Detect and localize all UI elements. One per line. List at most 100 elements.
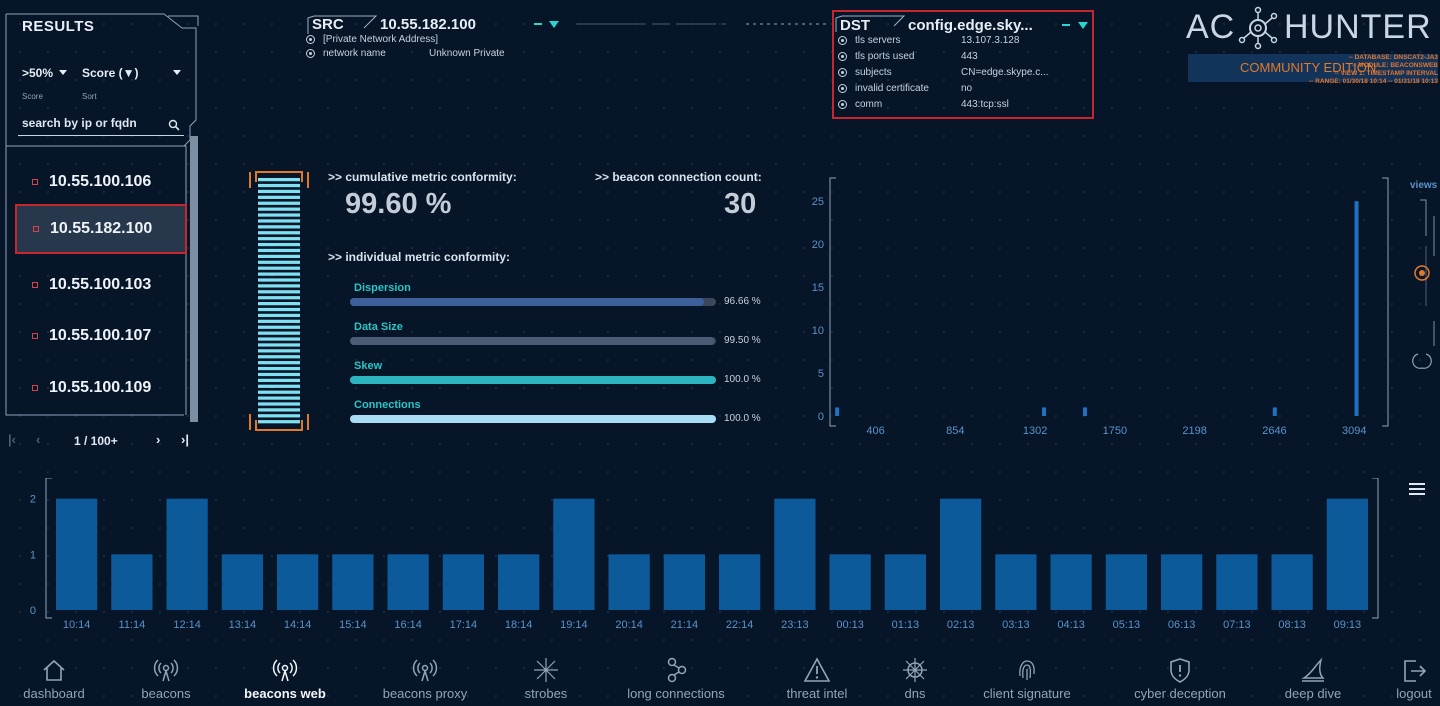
timeline-bar[interactable] — [56, 498, 98, 610]
prev-page-button[interactable]: ‹ — [36, 432, 41, 447]
result-item[interactable]: 10.55.100.106 — [16, 160, 184, 204]
metric-bar-track — [350, 298, 716, 306]
menu-icon[interactable] — [1408, 482, 1426, 496]
gauge-stripe — [258, 331, 300, 335]
timeline-bar[interactable] — [719, 554, 761, 610]
timeline-bar[interactable] — [829, 554, 871, 610]
x-tick-label: 13:14 — [229, 619, 257, 631]
gauge-stripe — [258, 378, 300, 383]
timeline-bar[interactable] — [553, 498, 595, 610]
gauge-stripe — [258, 384, 300, 388]
gauge-stripe — [258, 248, 300, 253]
nav-beacons-web[interactable]: beacons web — [215, 656, 355, 701]
result-item-selected[interactable]: 10.55.182.100 — [15, 204, 187, 254]
sort-label: Sort — [82, 92, 97, 101]
result-item[interactable]: 10.55.100.109 — [16, 366, 184, 410]
score-marker-icon — [32, 179, 38, 185]
gauge-stripe — [258, 260, 300, 264]
views-slider[interactable] — [1406, 196, 1440, 376]
info-icon — [306, 35, 315, 44]
hunter-molecule-icon — [1238, 6, 1278, 50]
timeline-bar[interactable] — [884, 554, 926, 610]
filter-icon[interactable] — [549, 21, 559, 28]
nav-threat-intel[interactable]: threat intel — [747, 656, 887, 701]
count-label: >> beacon connection count: — [595, 170, 762, 184]
timeline-bar[interactable] — [1326, 498, 1368, 610]
gauge-stripe — [258, 396, 300, 400]
timeline-bar[interactable] — [442, 554, 484, 610]
search-input[interactable] — [18, 116, 158, 130]
burst-icon — [534, 658, 558, 682]
x-tick-label: 04:13 — [1057, 619, 1085, 631]
logo-text-left: AC — [1186, 8, 1236, 46]
gauge-stripe — [258, 201, 300, 205]
result-item[interactable]: 10.55.100.107 — [16, 314, 184, 358]
timeline-bar[interactable] — [995, 554, 1037, 610]
nav-label: dashboard — [23, 686, 85, 701]
histogram-bar[interactable] — [835, 407, 840, 416]
timeline-bar[interactable] — [1161, 554, 1203, 610]
nav-dns[interactable]: dns — [845, 656, 985, 701]
first-page-button[interactable]: |‹ — [8, 432, 16, 447]
gauge-stripe — [258, 254, 300, 259]
timeline-bar[interactable] — [332, 554, 374, 610]
histogram-bar[interactable] — [1042, 407, 1047, 416]
nav-beacons-proxy[interactable]: beacons proxy — [355, 656, 495, 701]
next-page-button[interactable]: › — [156, 432, 161, 447]
search-icon[interactable] — [168, 119, 180, 131]
gauge-stripe — [258, 325, 300, 329]
result-item[interactable]: 10.55.100.103 — [16, 263, 184, 307]
x-tick-label: 406 — [866, 425, 884, 436]
timeline-bar[interactable] — [277, 554, 319, 610]
nav-long-connections[interactable]: long connections — [606, 656, 746, 701]
slider-handle-icon — [1414, 265, 1430, 281]
home-icon — [43, 659, 65, 681]
timeline-bar[interactable] — [1271, 554, 1313, 610]
nav-dashboard[interactable]: dashboard — [0, 656, 124, 701]
sort-dropdown[interactable]: Score (▼) Sort — [82, 64, 188, 101]
meta-view: -- VIEW 1: TIMESTAMP INTERVAL — [1334, 70, 1438, 77]
timeline-bar[interactable] — [663, 554, 705, 610]
timeline-bar[interactable] — [940, 498, 982, 610]
timeline-bar[interactable] — [166, 498, 208, 610]
nav-logout[interactable]: logout — [1344, 656, 1440, 701]
timeline-bar[interactable] — [608, 554, 650, 610]
nav-beacons[interactable]: beacons — [96, 656, 236, 701]
gauge-stripe — [258, 189, 300, 194]
histogram-bar[interactable] — [1082, 407, 1087, 416]
nav-label: strobes — [524, 686, 568, 701]
nav-cyber-deception[interactable]: cyber deception — [1110, 656, 1250, 701]
nav-client-signature[interactable]: client signature — [957, 656, 1097, 701]
src-panel: SRC 10.55.182.100 [Private Network Addre… — [306, 14, 826, 64]
last-page-button[interactable]: ›| — [181, 432, 189, 447]
x-tick-label: 3094 — [1342, 425, 1366, 436]
timeline-bar[interactable] — [774, 498, 816, 610]
warning-icon — [803, 657, 831, 682]
histogram-bar[interactable] — [1272, 407, 1277, 416]
timeline-bar[interactable] — [1216, 554, 1258, 610]
score-filter-dropdown[interactable]: >50% Score — [22, 64, 68, 101]
x-tick-label: 22:14 — [726, 619, 754, 631]
timeline-bar[interactable] — [111, 554, 153, 610]
collapse-icon[interactable] — [534, 23, 542, 25]
src-network-value: Unknown Private — [429, 48, 505, 59]
timeline-bar[interactable] — [498, 554, 540, 610]
result-ip: 10.55.100.107 — [49, 327, 152, 344]
nav-deep-dive[interactable]: deep dive — [1243, 656, 1383, 701]
chevron-down-icon — [59, 70, 68, 76]
gauge-stripe — [258, 272, 300, 276]
nav-strobes[interactable]: strobes — [476, 656, 616, 701]
timeline-bar[interactable] — [1105, 554, 1147, 610]
fingerprint-icon — [1019, 660, 1035, 680]
metric-bar-value: 99.50 % — [724, 335, 761, 346]
timeline-bar[interactable] — [221, 554, 263, 610]
score-gauge — [246, 168, 312, 434]
histogram-bar[interactable] — [1354, 201, 1359, 416]
x-tick-label: 10:14 — [63, 619, 91, 631]
timeline-bar[interactable] — [387, 554, 429, 610]
collapse-icon[interactable] — [1062, 24, 1070, 26]
filter-icon[interactable] — [1078, 22, 1088, 29]
y-tick-label: 0 — [30, 605, 36, 617]
score-marker-icon — [32, 385, 38, 391]
timeline-bar[interactable] — [1050, 554, 1092, 610]
